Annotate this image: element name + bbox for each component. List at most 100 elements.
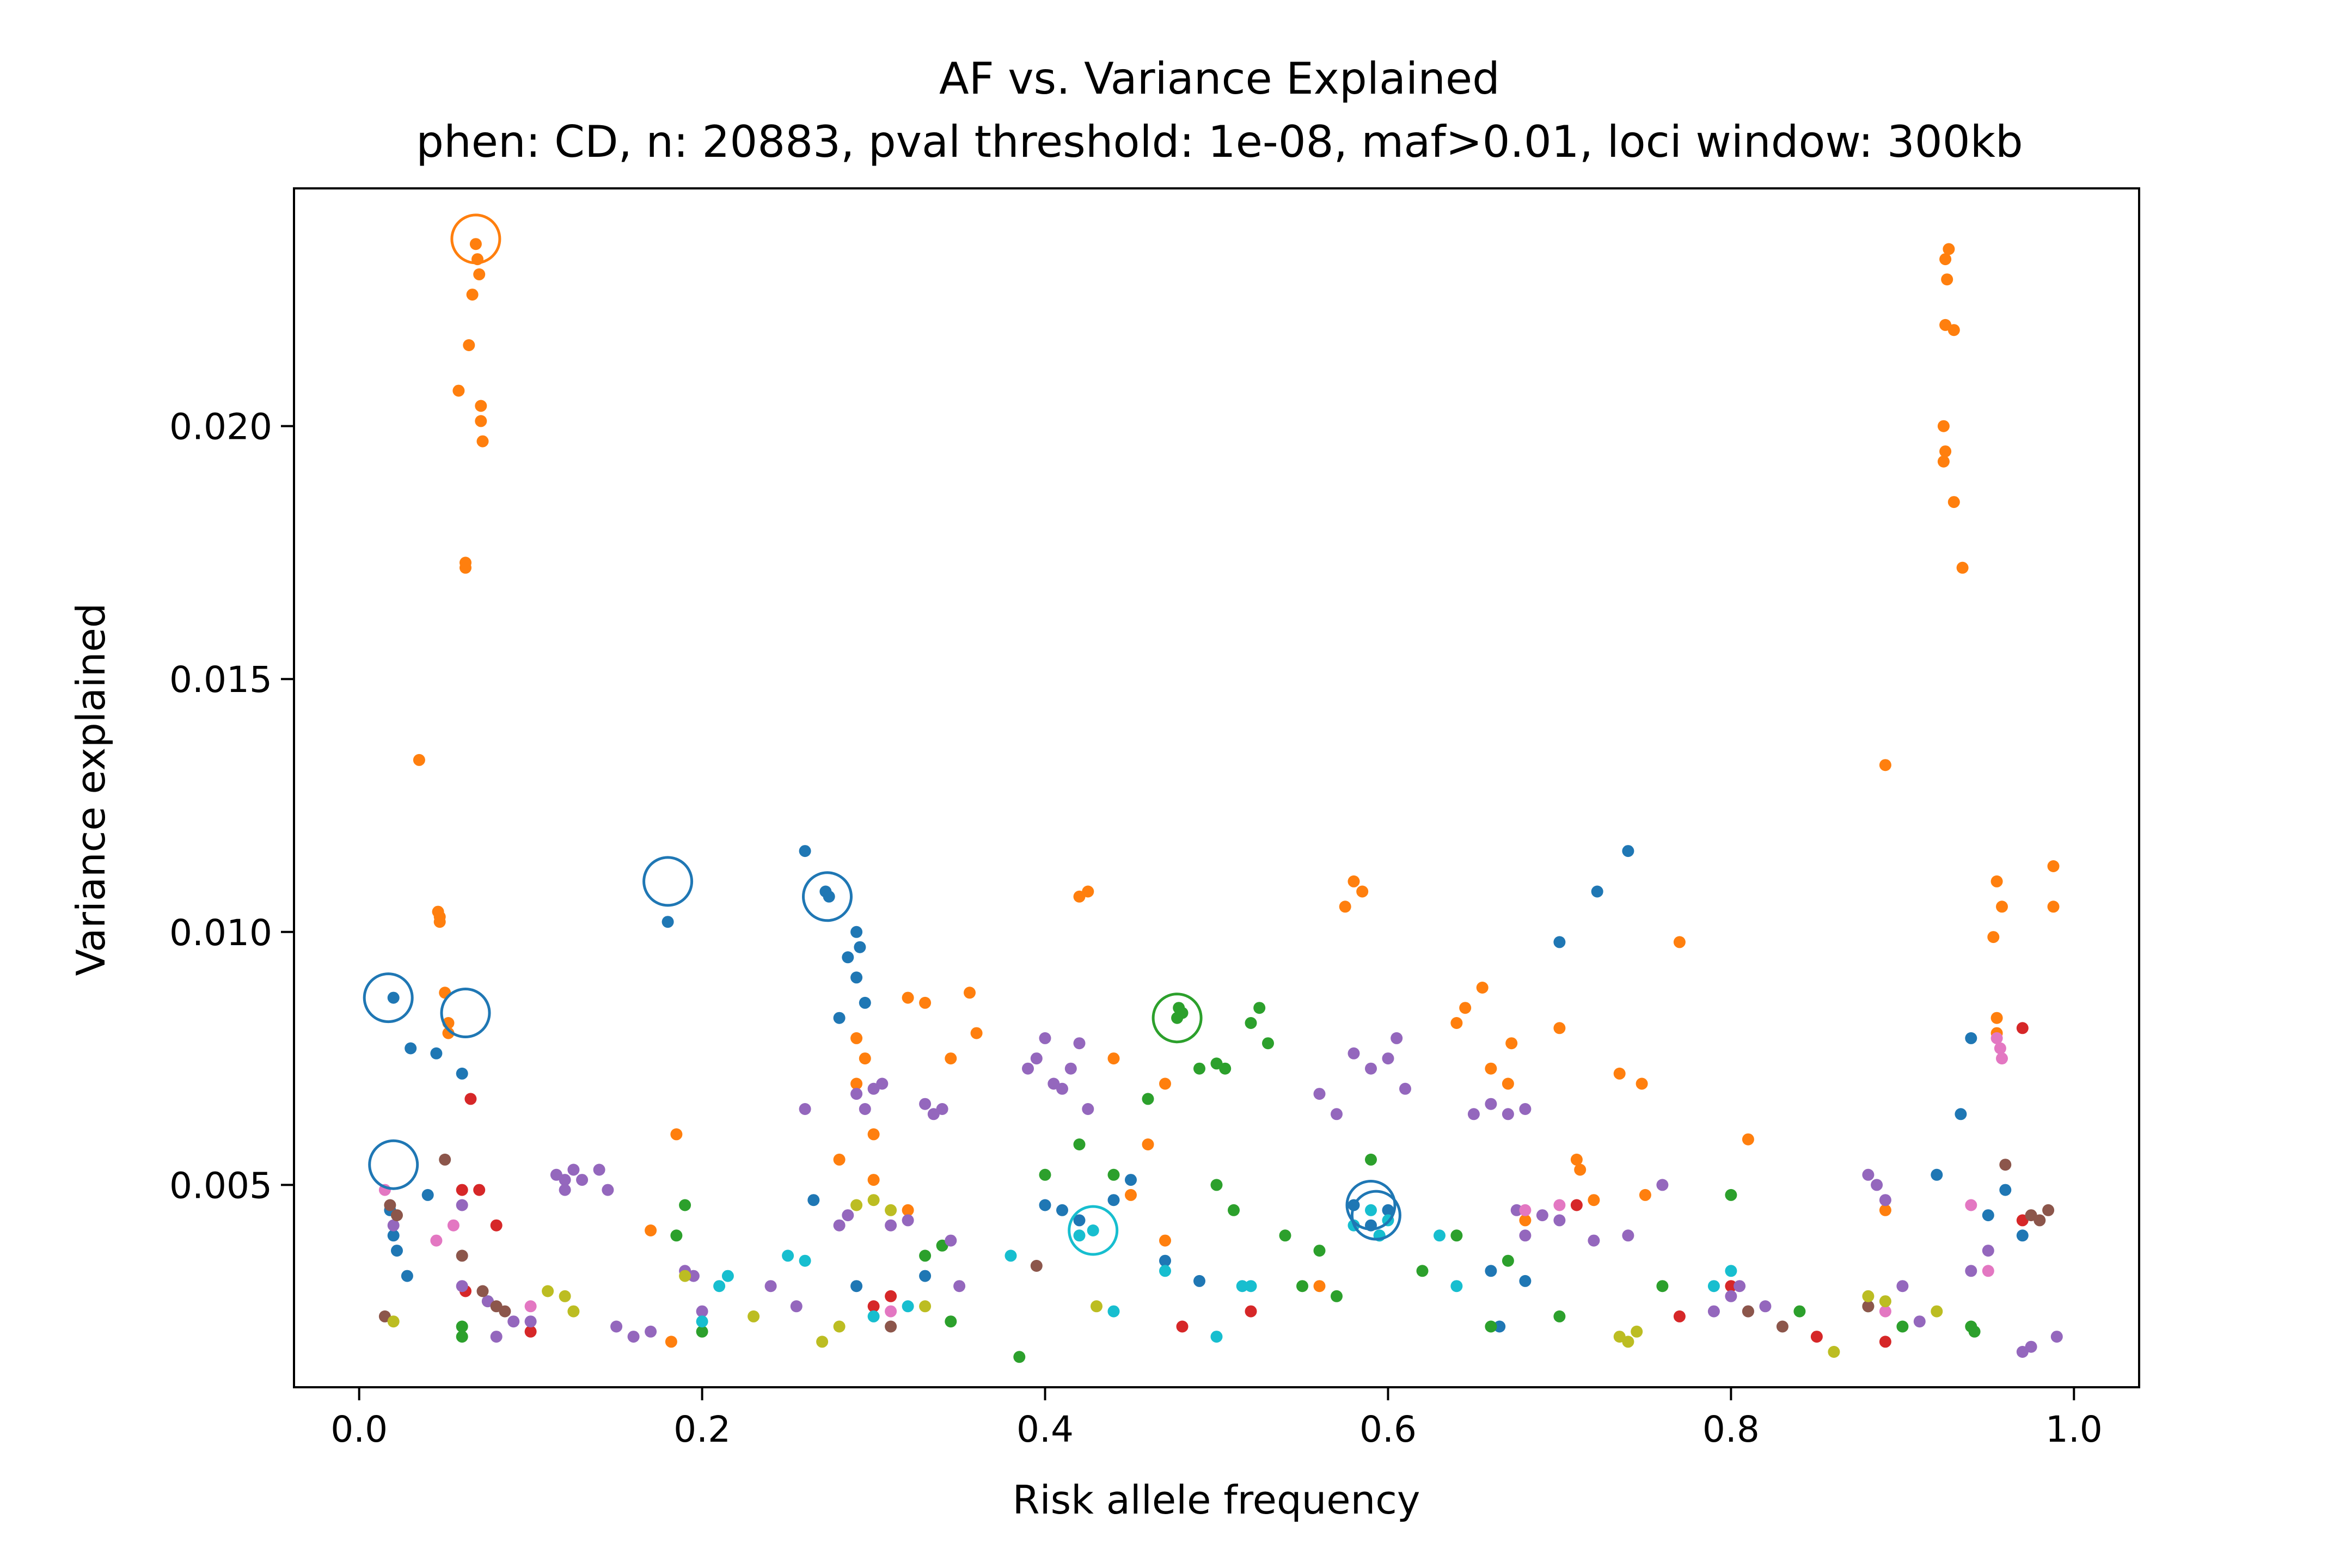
point-red-14 <box>1879 1336 1891 1348</box>
point-blue-43 <box>1999 1184 2012 1196</box>
point-blue-26 <box>1125 1174 1137 1186</box>
point-orange-4 <box>463 339 475 351</box>
point-blue-33 <box>1485 1265 1497 1277</box>
point-blue-27 <box>1159 1254 1171 1267</box>
point-purple-23 <box>833 1219 846 1232</box>
point-green-33 <box>1502 1254 1514 1267</box>
point-red-15 <box>2016 1022 2029 1034</box>
point-orange-78 <box>2047 901 2060 913</box>
point-green-21 <box>1228 1204 1240 1216</box>
point-blue-28 <box>1193 1275 1205 1287</box>
point-green-10 <box>1039 1168 1051 1181</box>
x-tick-label: 0.2 <box>673 1408 731 1450</box>
point-green-39 <box>1896 1320 1909 1333</box>
point-orange-45 <box>1459 1002 1472 1014</box>
point-blue-39 <box>1931 1168 1943 1181</box>
point-blue-36 <box>1553 936 1566 948</box>
point-purple-43 <box>1082 1103 1094 1115</box>
point-purple-22 <box>799 1103 811 1115</box>
point-purple-59 <box>1588 1234 1600 1247</box>
point-purple-11 <box>576 1174 589 1186</box>
point-orange-7 <box>475 415 487 427</box>
point-blue-10 <box>799 845 811 857</box>
point-blue-14 <box>854 941 866 953</box>
point-blue-42 <box>1982 1209 1994 1222</box>
point-green-29 <box>1365 1153 1377 1166</box>
chart-subtitle: phen: CD, n: 20883, pval threshold: 1e-0… <box>416 117 2023 167</box>
point-purple-40 <box>1056 1082 1068 1095</box>
point-cyan-5 <box>867 1310 880 1322</box>
point-orange-62 <box>1939 253 1952 266</box>
point-orange-52 <box>1570 1153 1583 1166</box>
y-axis-label: Variance explained <box>68 603 114 976</box>
x-tick-label: 1.0 <box>2045 1408 2103 1450</box>
point-orange-27 <box>902 1204 914 1216</box>
plot-area <box>293 187 2140 1388</box>
point-blue-9 <box>661 916 674 928</box>
point-olive-10 <box>885 1204 897 1216</box>
point-cyan-7 <box>1004 1250 1017 1262</box>
point-purple-20 <box>764 1280 777 1293</box>
point-green-17 <box>1193 1062 1205 1075</box>
highlight-circle-5 <box>802 871 853 922</box>
point-orange-42 <box>1356 885 1369 898</box>
point-brown-5 <box>476 1285 489 1297</box>
point-orange-72 <box>1990 875 2003 887</box>
point-green-30 <box>1416 1265 1429 1277</box>
point-olive-14 <box>1622 1336 1634 1348</box>
point-red-7 <box>885 1290 897 1302</box>
point-blue-5 <box>387 1229 400 1242</box>
point-olive-3 <box>567 1305 580 1318</box>
point-purple-41 <box>1064 1062 1077 1075</box>
point-orange-26 <box>867 1174 880 1186</box>
point-blue-40 <box>1955 1108 1967 1120</box>
point-cyan-9 <box>1087 1224 1099 1236</box>
point-green-26 <box>1296 1280 1308 1293</box>
point-blue-44 <box>2016 1229 2029 1242</box>
point-purple-58 <box>1553 1214 1566 1227</box>
point-orange-74 <box>1987 931 2000 944</box>
highlight-circle-6 <box>1152 993 1203 1044</box>
x-tick-label: 0.4 <box>1016 1408 1074 1450</box>
highlight-circle-7 <box>1068 1205 1119 1256</box>
point-blue-24 <box>1073 1214 1086 1227</box>
point-orange-77 <box>2047 860 2060 872</box>
point-orange-58 <box>1673 936 1686 948</box>
point-purple-62 <box>1707 1305 1720 1318</box>
point-purple-28 <box>876 1077 889 1090</box>
point-purple-67 <box>1862 1168 1875 1181</box>
point-green-16 <box>1176 1007 1189 1019</box>
point-purple-48 <box>1382 1052 1394 1065</box>
point-red-12 <box>1725 1280 1737 1293</box>
point-blue-1 <box>405 1042 417 1055</box>
point-purple-53 <box>1502 1108 1514 1120</box>
point-green-32 <box>1485 1320 1497 1333</box>
point-olive-8 <box>850 1199 863 1211</box>
point-purple-72 <box>1965 1265 1977 1277</box>
point-brown-11 <box>1776 1320 1788 1333</box>
point-purple-19 <box>696 1305 708 1318</box>
point-orange-6 <box>475 400 487 412</box>
point-orange-50 <box>1519 1214 1532 1227</box>
highlight-circle-8 <box>1345 1180 1396 1230</box>
point-red-9 <box>1245 1305 1257 1318</box>
point-purple-30 <box>902 1214 914 1227</box>
point-orange-19 <box>645 1224 657 1236</box>
point-orange-3 <box>466 289 479 301</box>
point-pink-3 <box>524 1300 537 1313</box>
point-blue-8 <box>421 1189 434 1201</box>
point-blue-3 <box>456 1067 468 1080</box>
point-orange-54 <box>1588 1194 1600 1206</box>
data-points <box>378 238 2063 1363</box>
point-blue-31 <box>1382 1204 1394 1216</box>
point-purple-38 <box>1039 1032 1051 1044</box>
point-brown-8 <box>885 1320 897 1333</box>
point-purple-61 <box>1656 1179 1669 1191</box>
point-red-13 <box>1810 1331 1823 1343</box>
point-purple-18 <box>687 1270 700 1282</box>
point-purple-24 <box>842 1209 854 1222</box>
point-green-1 <box>456 1331 468 1343</box>
point-purple-34 <box>945 1234 957 1247</box>
point-purple-71 <box>1913 1315 1926 1328</box>
